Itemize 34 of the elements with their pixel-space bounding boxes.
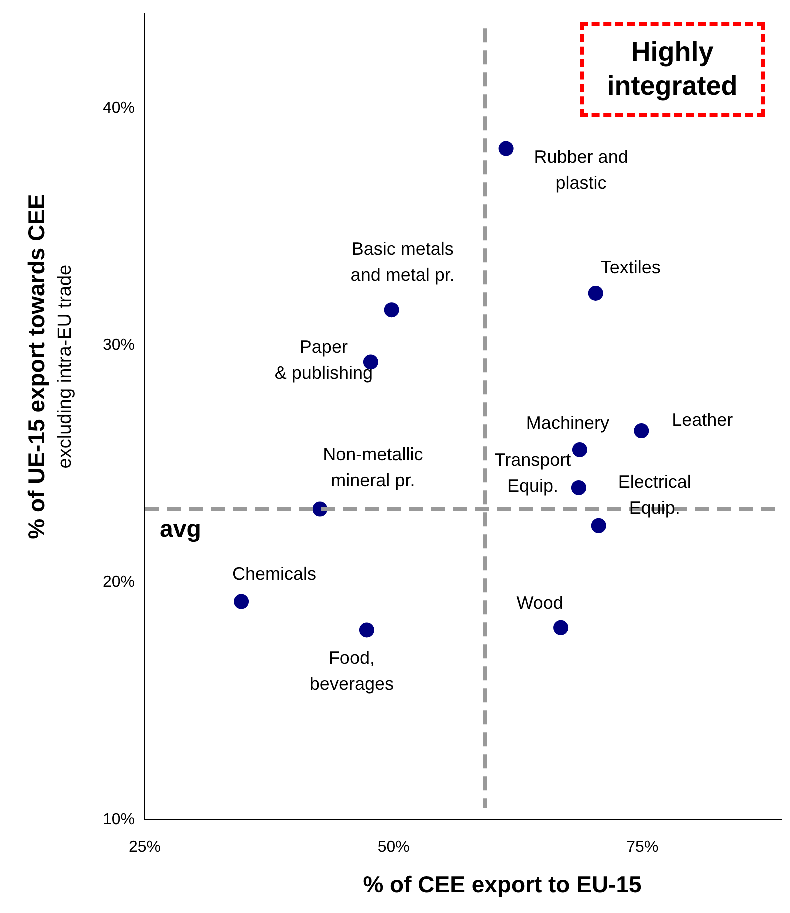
y-axis-title: % of UE-15 export towards CEE	[23, 194, 50, 540]
annotation: Non-metallic mineral pr.	[323, 444, 424, 490]
y-tick-label: 20%	[102, 574, 135, 592]
point	[498, 141, 514, 156]
point	[384, 302, 400, 318]
y-tick-label: 40%	[102, 100, 135, 117]
x-axis-title: % of CEE export to EU-15	[363, 871, 642, 898]
annotation: Machinery	[526, 412, 610, 433]
annotation: Textiles	[600, 257, 661, 278]
annotation: Highly integrated	[580, 22, 765, 117]
annotation: Rubber and plastic	[534, 146, 628, 193]
point	[571, 480, 586, 496]
point	[359, 622, 374, 638]
point	[588, 286, 604, 301]
annotation: Transport Equip.	[494, 450, 572, 496]
point	[634, 424, 650, 439]
x-tick-label: 25%	[128, 839, 162, 856]
annotation: Basic metals and metal pr.	[350, 239, 455, 286]
annotation: Chemicals	[232, 564, 317, 584]
point	[572, 442, 588, 458]
y-tick-label: 30%	[102, 337, 135, 354]
point	[234, 594, 250, 610]
annotation: Electrical Equip.	[618, 472, 692, 518]
x-tick-label: 75%	[626, 839, 659, 856]
x-tick-label: 50%	[378, 839, 410, 856]
annotation: Food, beverages	[310, 648, 394, 694]
point	[591, 518, 606, 534]
annotation: Paper & publishing	[274, 337, 373, 384]
text: excluding intra-EU trade	[55, 264, 76, 469]
ref-line-label: avg	[160, 516, 202, 543]
y-tick-label: 10%	[102, 811, 135, 828]
point	[554, 620, 569, 636]
annotation: Leather	[672, 410, 734, 430]
annotation: Wood	[516, 592, 564, 613]
